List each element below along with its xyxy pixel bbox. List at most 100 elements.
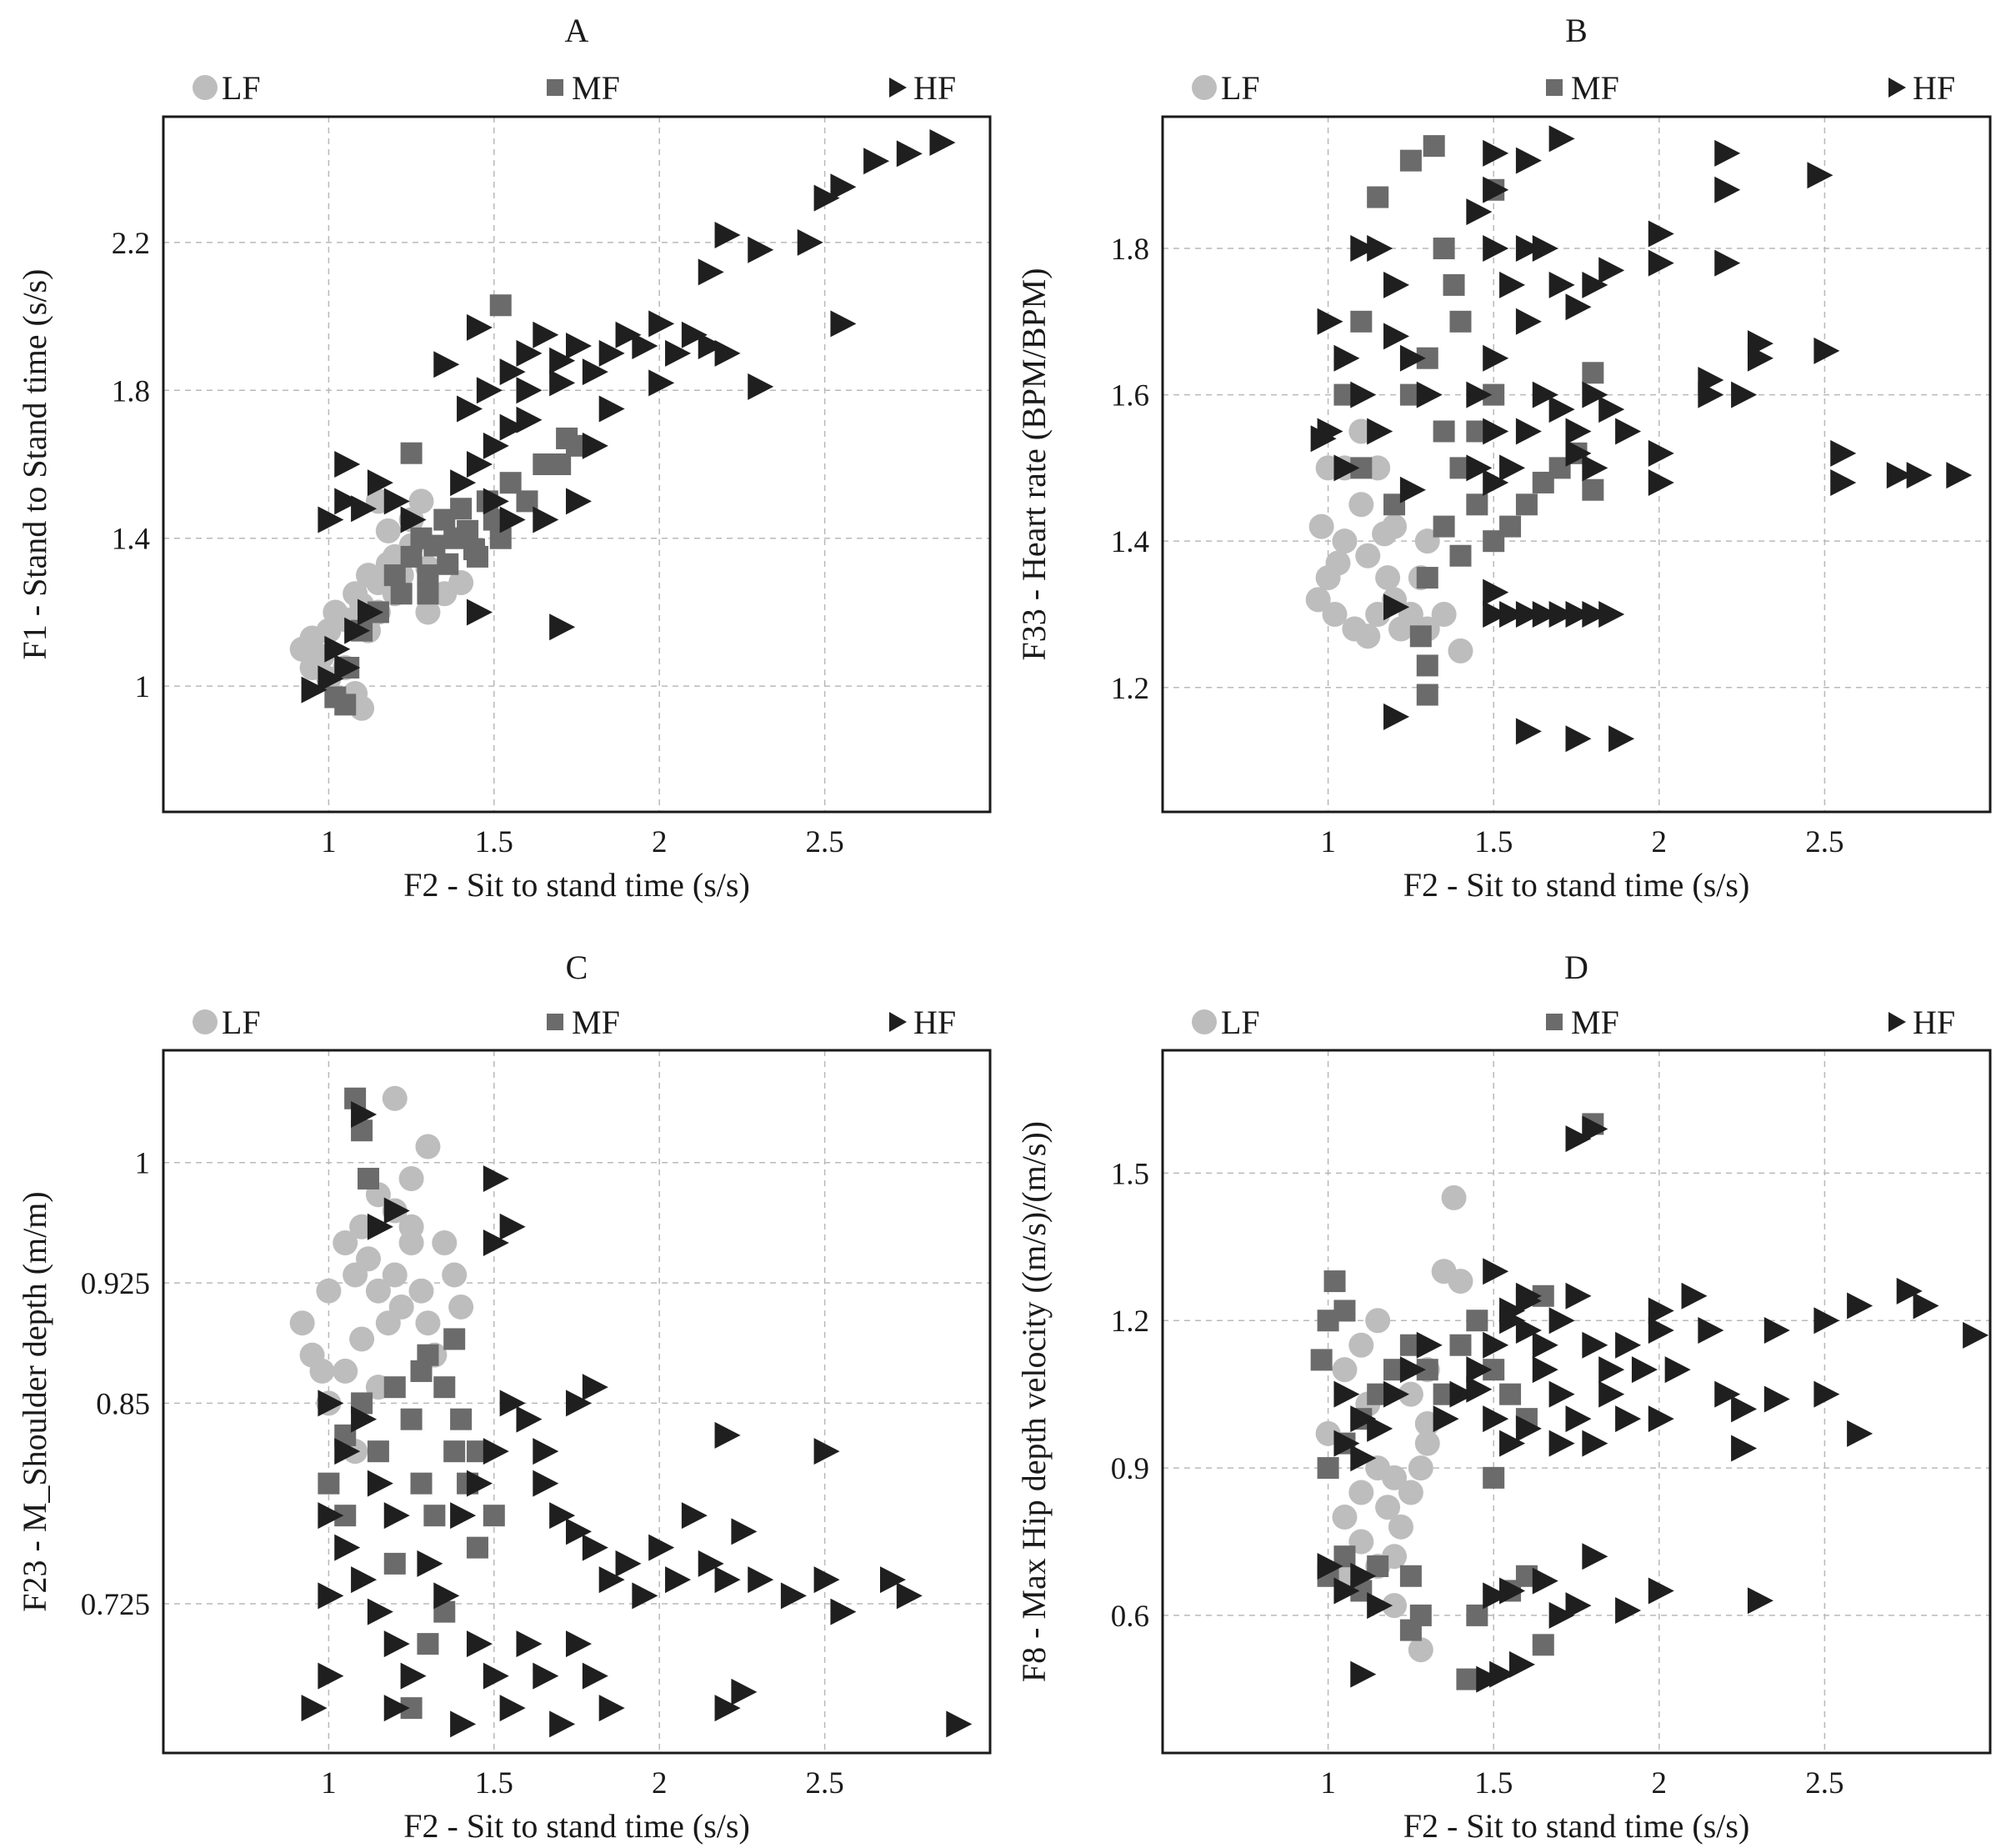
hf-point (830, 173, 857, 201)
legend-lf: LF (1192, 1004, 1260, 1041)
hf-point (1367, 418, 1393, 445)
mf-point (1532, 1634, 1554, 1656)
hf-point (1582, 271, 1608, 298)
hf-point (698, 258, 724, 286)
hf-point (929, 129, 956, 157)
mf-point (383, 1376, 406, 1399)
y-axis-label: F23 - M_Shoulder depth (m/m) (16, 1191, 53, 1611)
hf-point (1399, 476, 1426, 503)
hf-point (1747, 344, 1773, 372)
hf-point (1466, 198, 1493, 226)
legend-label: LF (222, 1004, 261, 1041)
lf-point (415, 1310, 441, 1336)
mf-point (556, 427, 578, 449)
mf-point (410, 1472, 433, 1495)
lf-point (1365, 1308, 1391, 1334)
hf-point (1383, 593, 1410, 621)
hf-point (1350, 1445, 1377, 1472)
mf-point (1399, 149, 1422, 172)
hf-point (533, 1662, 559, 1690)
legend-label: HF (1913, 69, 1955, 107)
hf-point (1598, 1380, 1625, 1408)
legend-mf: MF (1546, 69, 1619, 107)
hf-point (1499, 454, 1526, 482)
hf-point (324, 635, 351, 663)
hf-point (351, 495, 378, 523)
hf-point (1548, 1430, 1575, 1457)
hf-point (516, 1405, 543, 1433)
hf-point (351, 1405, 378, 1433)
legend-circle-marker (1192, 1009, 1217, 1034)
hf-point (383, 1197, 410, 1224)
hf-point (1499, 271, 1526, 298)
lf-point (448, 1294, 474, 1320)
mf-point (400, 442, 423, 464)
mf-point (1399, 1619, 1422, 1641)
lf-point (1382, 1593, 1408, 1619)
hf-point (1433, 1405, 1459, 1433)
y-axis-label: F33 - Heart rate (BPM/BPM) (1015, 268, 1053, 660)
lf-point (408, 488, 434, 514)
mf-point (1449, 1334, 1472, 1356)
x-tick-label: 2 (1652, 1766, 1668, 1800)
hf-point (483, 1438, 509, 1465)
x-tick-label: 1.5 (1474, 825, 1513, 859)
panel-B: B LF MF HF 1 1.5 2 2.5 1.2 1.4 1.6 1.8 F2 - Sit to s… (1015, 12, 1992, 904)
hf-point (1830, 468, 1857, 496)
hf-point (1648, 468, 1674, 496)
hf-point (400, 1662, 427, 1690)
lf-point (349, 1326, 375, 1352)
hf-point (1489, 1660, 1516, 1688)
hf-point (566, 1518, 592, 1545)
hf-point (1582, 600, 1608, 628)
hf-point (896, 1582, 923, 1610)
hf-point (863, 148, 890, 175)
hf-point (566, 333, 592, 360)
hf-point (1515, 718, 1542, 745)
legend-lf: LF (193, 69, 261, 107)
hf-point (1615, 1597, 1642, 1625)
x-tick-label: 1 (1320, 825, 1336, 859)
mf-point (417, 583, 439, 605)
legend-label: MF (1571, 1004, 1619, 1041)
mf-point (1582, 478, 1604, 501)
hf-point (598, 1695, 625, 1722)
mf-point (1367, 186, 1389, 208)
lf-point (1355, 543, 1381, 568)
hf-point (318, 1390, 344, 1417)
mf-point (390, 583, 413, 605)
x-tick-label: 2 (1652, 825, 1668, 859)
data-points (1310, 1113, 1989, 1693)
lf-point (1325, 550, 1351, 576)
hf-point (665, 339, 692, 367)
hf-point (582, 1534, 608, 1561)
x-tick-label: 1 (321, 825, 337, 859)
hf-point (731, 1518, 758, 1545)
lf-point (448, 569, 474, 595)
hf-point (549, 1710, 576, 1738)
hf-point (1515, 418, 1542, 445)
lf-point (415, 1134, 441, 1159)
hf-point (1648, 249, 1674, 277)
hf-point (301, 676, 328, 704)
hf-point (1598, 396, 1625, 423)
hf-point (383, 1630, 410, 1658)
mf-point (1333, 1300, 1356, 1322)
hf-point (318, 1582, 344, 1610)
lf-point (1408, 1637, 1433, 1663)
hf-point (1747, 1587, 1773, 1615)
mf-point (400, 1408, 423, 1430)
plot-frame (1161, 1049, 1992, 1755)
x-tick-label: 1.5 (1474, 1766, 1513, 1800)
hf-point (1483, 418, 1509, 445)
mf-point (466, 1536, 488, 1559)
hf-point (499, 1390, 526, 1417)
lf-point (1355, 624, 1381, 649)
hf-point (566, 488, 592, 515)
hf-point (476, 377, 503, 404)
x-tick-label: 1 (321, 1766, 337, 1800)
legend-mf: MF (547, 69, 620, 107)
lf-point (382, 1262, 408, 1288)
y-tick-label: 0.6 (1111, 1600, 1149, 1634)
